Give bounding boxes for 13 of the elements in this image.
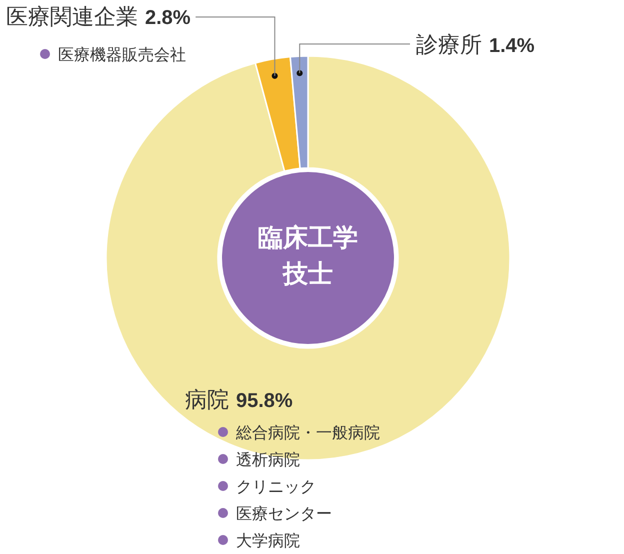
text: 臨床工学技士	[257, 222, 359, 290]
text: 透析病院	[235, 450, 300, 469]
data-label: 2.8%	[145, 7, 191, 29]
slice-label: 診療所	[416, 33, 482, 58]
slice-label: 病院	[185, 388, 229, 413]
text: 医療機器販売会社	[57, 45, 186, 64]
text: クリニック	[235, 477, 316, 496]
text: 医療センター	[235, 504, 332, 523]
text: 大学病院	[235, 531, 300, 550]
data-label: 1.4%	[489, 35, 535, 57]
slice-label: 医療関連企業	[6, 5, 138, 30]
text: 総合病院・一般病院	[235, 423, 380, 442]
data-label: 95.8%	[236, 390, 293, 412]
